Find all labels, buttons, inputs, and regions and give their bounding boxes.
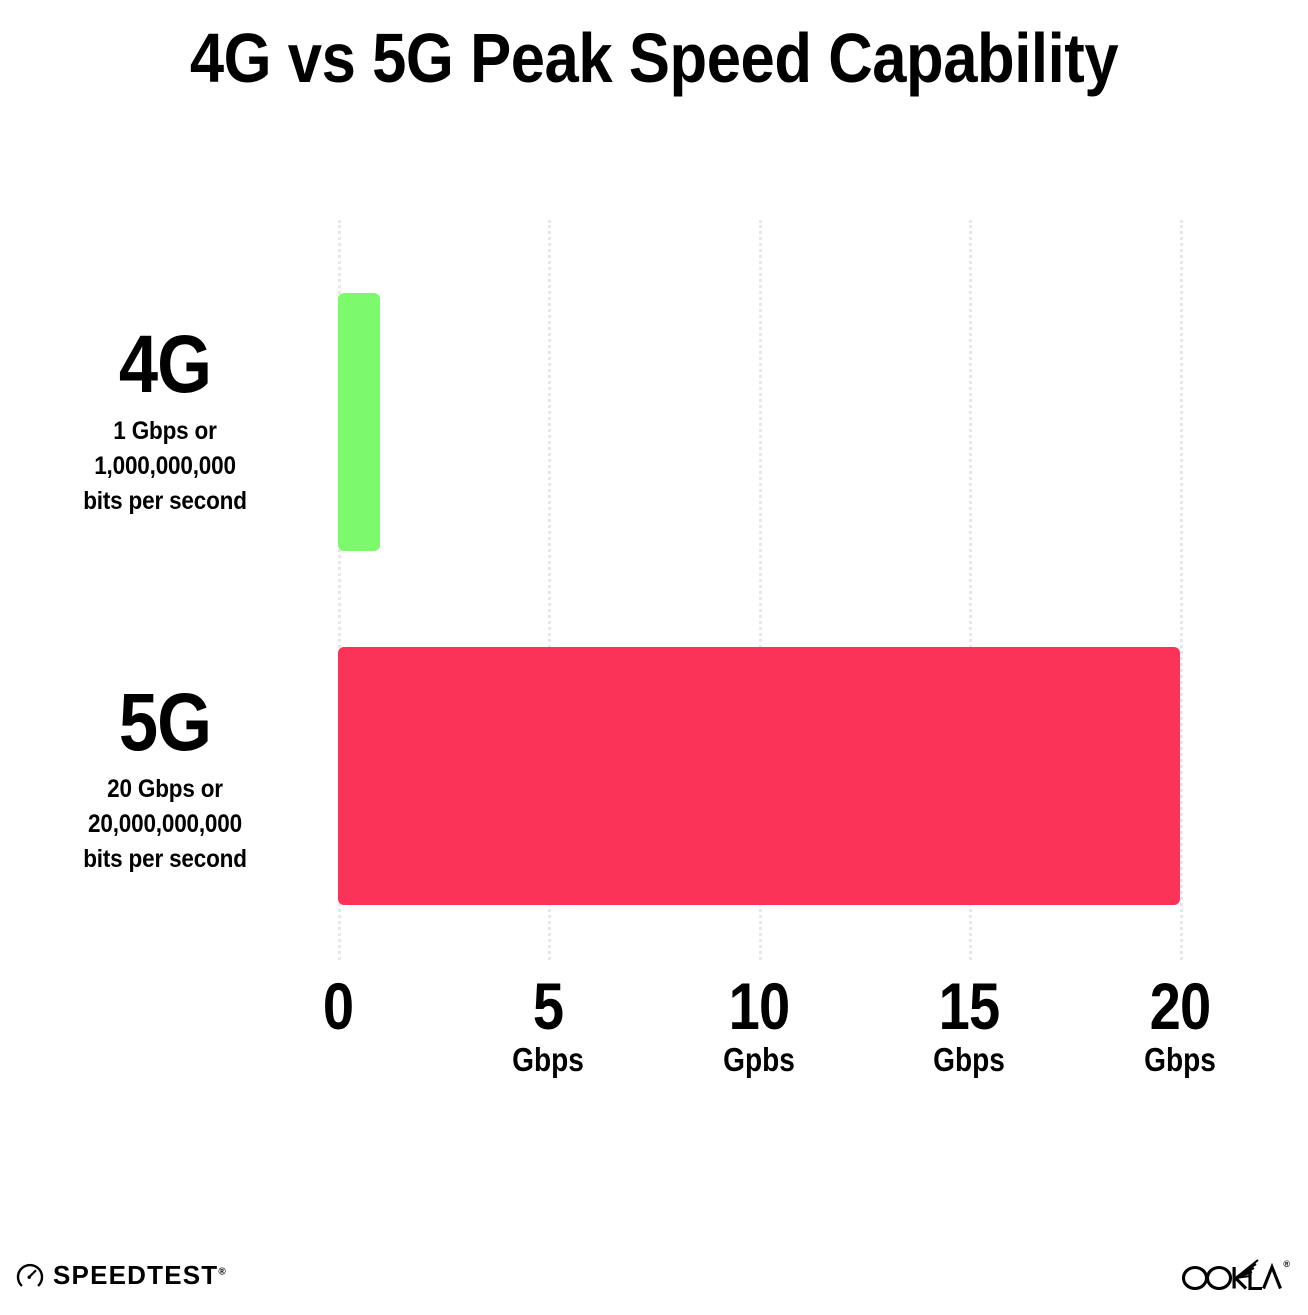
bar-4g [338, 293, 381, 551]
x-axis-ticks: 0 5 Gbps 10 Gpbs 15 Gbps 20 Gbps [0, 972, 1308, 1102]
category-name-5g: 5G [118, 677, 212, 768]
x-tick-5-unit: Gbps [512, 1041, 584, 1078]
annotation-4g-line3: bits per second [83, 487, 247, 515]
annotation-4g-line1: 1 Gbps or [113, 417, 217, 445]
annotation-5g-line3: bits per second [83, 845, 247, 873]
x-tick-0: 0 [228, 972, 448, 1040]
category-label-4g: 4G 1 Gbps or 1,000,000,000 bits per seco… [40, 319, 290, 519]
speedtest-trademark-icon: ® [218, 1266, 226, 1278]
x-tick-5: 5 Gbps [438, 972, 658, 1080]
x-tick-10-unit: Gpbs [723, 1041, 795, 1078]
x-tick-15-unit: Gbps [933, 1041, 1005, 1078]
x-tick-15: 15 Gbps [859, 972, 1079, 1080]
gridline-0 [338, 220, 341, 960]
x-tick-20-unit: Gbps [1144, 1041, 1216, 1078]
gridline-20 [1180, 220, 1183, 960]
speedtest-name: SPEEDTEST [53, 1260, 219, 1290]
chart-gridlines [338, 220, 1183, 960]
annotation-4g-line2: 1,000,000,000 [94, 452, 236, 480]
chart-plot-area [338, 0, 1180, 1315]
annotation-5g-line1: 20 Gbps or [107, 775, 223, 803]
category-annotation-5g: 20 Gbps or 20,000,000,000 bits per secon… [53, 772, 278, 877]
gridline-5 [548, 220, 551, 960]
x-tick-0-value: 0 [322, 969, 354, 1043]
category-label-5g: 5G 20 Gbps or 20,000,000,000 bits per se… [40, 677, 290, 877]
speedometer-icon [16, 1262, 44, 1290]
x-tick-10-value: 10 [728, 969, 791, 1043]
x-tick-20-value: 20 [1149, 969, 1212, 1043]
page-title: 4G vs 5G Peak Speed Capability [189, 19, 1119, 97]
ookla-wordmark-icon [1182, 1257, 1283, 1291]
x-tick-20: 20 Gbps [1070, 972, 1290, 1080]
speedtest-logo: SPEEDTEST® [16, 1260, 226, 1291]
bar-5g [338, 647, 1180, 905]
category-annotation-4g: 1 Gbps or 1,000,000,000 bits per second [53, 414, 278, 519]
x-tick-5-value: 5 [532, 969, 564, 1043]
speedtest-wordmark: SPEEDTEST® [53, 1260, 226, 1291]
ookla-trademark-icon: ® [1283, 1259, 1290, 1269]
ookla-logo: ® [1182, 1257, 1290, 1291]
x-tick-15-value: 15 [938, 969, 1001, 1043]
gridline-10 [759, 220, 762, 960]
category-name-4g: 4G [118, 319, 212, 410]
annotation-5g-line2: 20,000,000,000 [88, 810, 242, 838]
x-tick-10: 10 Gpbs [649, 972, 869, 1080]
gridline-15 [969, 220, 972, 960]
